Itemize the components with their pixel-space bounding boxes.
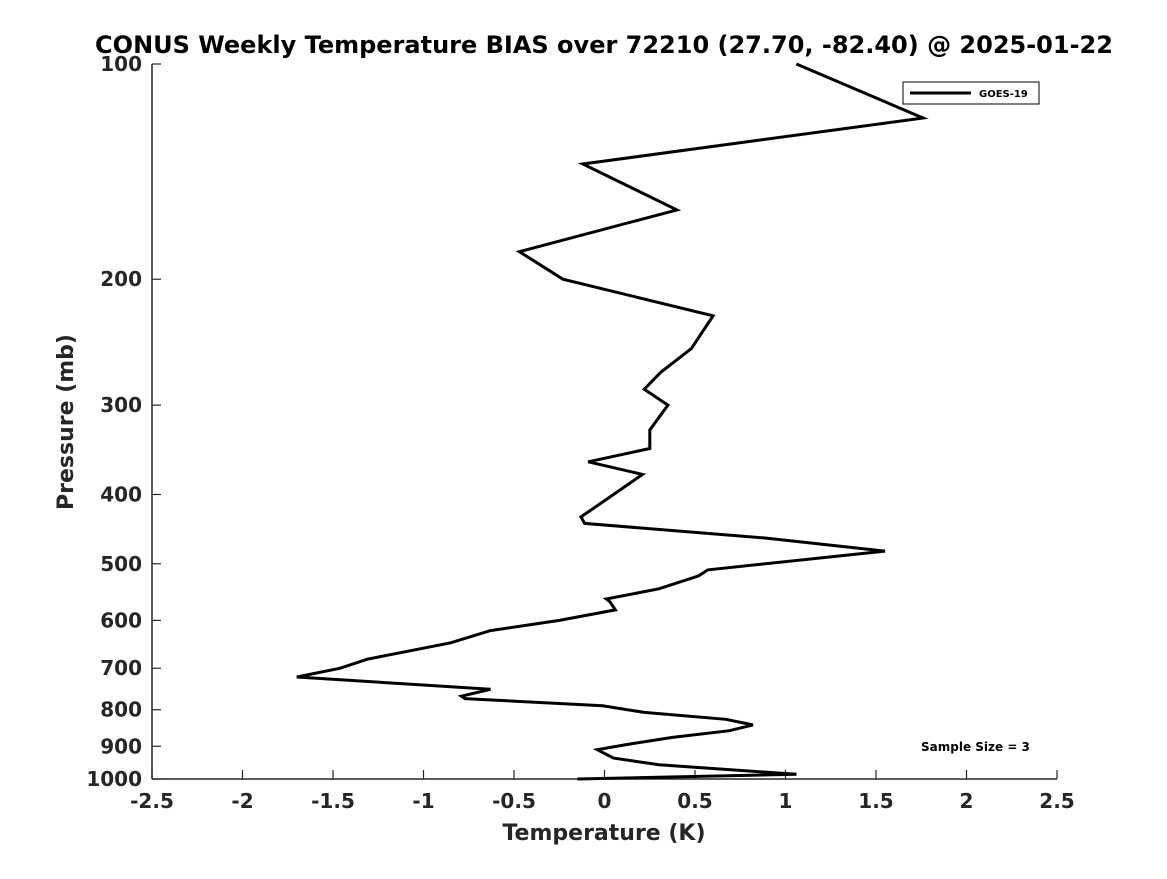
series-line-goes-19 xyxy=(296,62,929,776)
y-tick-label: 600 xyxy=(100,608,142,632)
y-tick-label: 100 xyxy=(100,52,142,76)
x-tick-label: -1.5 xyxy=(311,789,355,813)
y-tick-label: 500 xyxy=(100,552,142,576)
x-ticks: -2.5 -2 -1.5 -1 -0.5 0 0.5 1 1.5 2 2.5 xyxy=(130,770,1075,813)
x-tick-label: 2 xyxy=(960,789,974,813)
sample-size-annotation: Sample Size = 3 xyxy=(921,740,1030,754)
series-layer xyxy=(296,62,929,781)
y-tick-label: 800 xyxy=(100,698,142,722)
y-tick-label: 400 xyxy=(100,482,142,506)
x-tick-label: 0 xyxy=(598,789,612,813)
chart-title: CONUS Weekly Temperature BIAS over 72210… xyxy=(95,31,1113,59)
y-axis-label: Pressure (mb) xyxy=(54,334,79,510)
legend-label-goes-19: GOES-19 xyxy=(979,89,1028,100)
y-tick-label: 300 xyxy=(100,393,142,417)
legend: GOES-19 xyxy=(902,81,1040,105)
x-axis-label: Temperature (K) xyxy=(502,821,705,846)
y-tick-label: 200 xyxy=(100,267,142,291)
x-tick-label: -2 xyxy=(231,789,253,813)
x-tick-label: 1 xyxy=(779,789,793,813)
y-tick-label: 900 xyxy=(100,734,142,758)
x-tick-label: 2.5 xyxy=(1039,789,1074,813)
x-tick-label: -1 xyxy=(412,789,434,813)
y-ticks: 100 200 300 400 500 600 700 800 900 1000 xyxy=(86,52,161,791)
x-tick-label: -2.5 xyxy=(130,789,174,813)
x-tick-label: 1.5 xyxy=(858,789,893,813)
y-tick-label: 1000 xyxy=(86,767,142,791)
plot-area: -2.5 -2 -1.5 -1 -0.5 0 0.5 1 1.5 2 2.5 100 200 300 40… xyxy=(86,52,1074,813)
y-tick-label: 700 xyxy=(100,656,142,680)
x-tick-label: -0.5 xyxy=(492,789,536,813)
x-tick-label: 0.5 xyxy=(677,789,712,813)
series-tail-segment xyxy=(577,772,797,781)
